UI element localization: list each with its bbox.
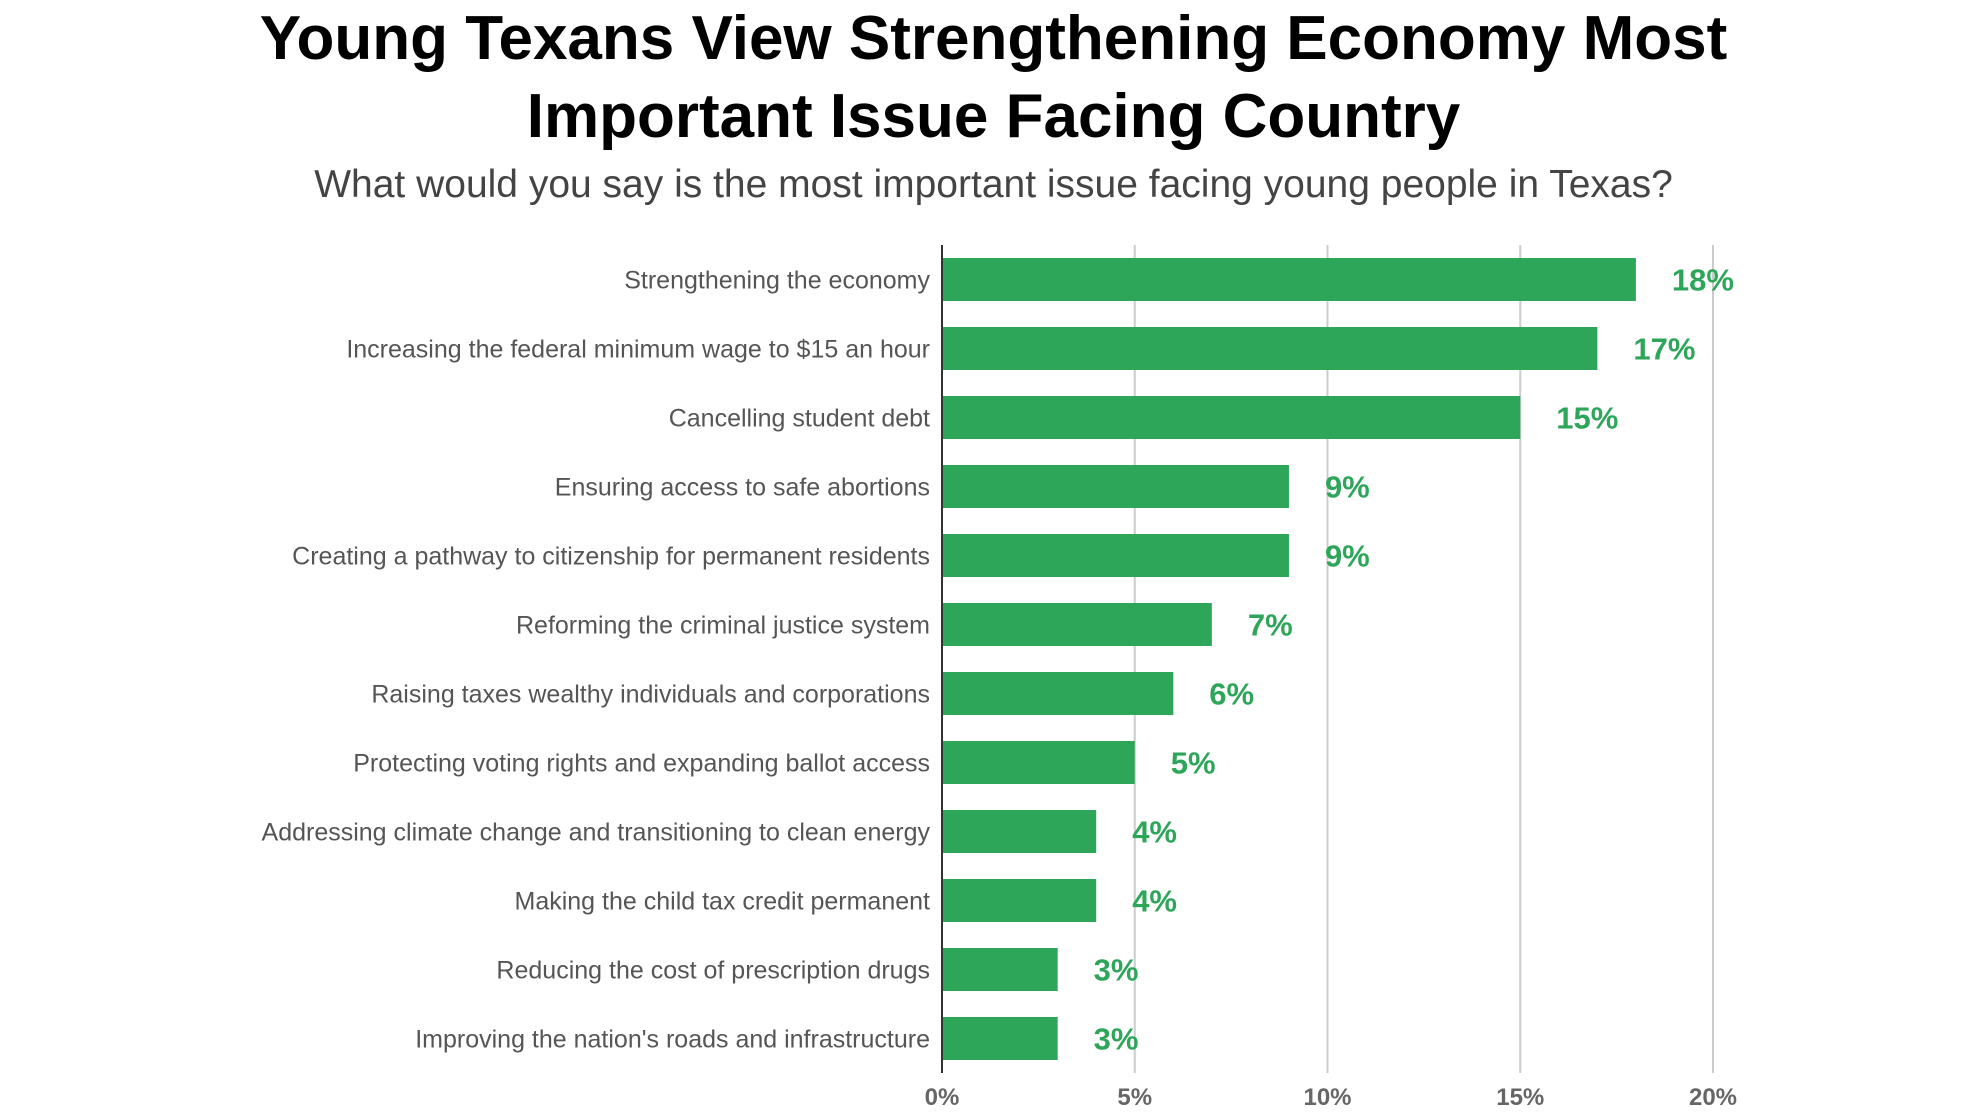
value-label: 3% — [1094, 1022, 1139, 1057]
category-label: Reducing the cost of prescription drugs — [496, 957, 930, 985]
value-label: 15% — [1556, 401, 1618, 436]
value-label: 5% — [1171, 746, 1216, 781]
category-label: Cancelling student debt — [669, 405, 930, 433]
category-label: Ensuring access to safe abortions — [555, 474, 930, 502]
x-tick-label: 20% — [1689, 1084, 1737, 1111]
value-label: 4% — [1132, 815, 1177, 850]
category-label: Reforming the criminal justice system — [516, 612, 930, 640]
labels: 0% 5% 10% 15% 20% Strengthening the economy 18… — [262, 263, 1738, 1112]
category-label: Increasing the federal minimum wage to $… — [346, 336, 930, 364]
value-label: 3% — [1094, 953, 1139, 988]
category-label: Addressing climate change and transition… — [262, 819, 931, 847]
value-label: 18% — [1672, 263, 1734, 298]
x-tick-label: 0% — [925, 1084, 960, 1111]
value-label: 9% — [1325, 539, 1370, 574]
bar — [942, 948, 1058, 991]
bar — [942, 810, 1097, 853]
bar — [942, 465, 1289, 508]
bars — [942, 258, 1636, 1060]
value-label: 9% — [1325, 470, 1370, 505]
bar — [942, 534, 1289, 577]
category-label: Making the child tax credit permanent — [515, 888, 931, 916]
chart-subtitle: What would you say is the most important… — [314, 163, 1673, 206]
chart-title: Young Texans View Strengthening Economy … — [0, 0, 1987, 156]
bar — [942, 1017, 1058, 1060]
bar — [942, 672, 1174, 715]
bar — [942, 258, 1636, 301]
category-label: Strengthening the economy — [624, 267, 930, 295]
category-label: Raising taxes wealthy individuals and co… — [371, 681, 930, 709]
x-tick-label: 10% — [1303, 1084, 1351, 1111]
category-label: Creating a pathway to citizenship for pe… — [292, 543, 930, 571]
bar — [942, 603, 1212, 646]
bar — [942, 396, 1521, 439]
bar — [942, 741, 1135, 784]
category-label: Protecting voting rights and expanding b… — [353, 750, 930, 778]
value-label: 17% — [1633, 332, 1695, 367]
chart-title-line-1: Young Texans View Strengthening Economy … — [259, 4, 1728, 73]
category-label: Improving the nation's roads and infrast… — [415, 1026, 930, 1054]
gridlines — [1133, 245, 1714, 1073]
bar — [942, 327, 1598, 370]
value-label: 4% — [1132, 884, 1177, 919]
x-tick-label: 5% — [1117, 1084, 1152, 1111]
chart-title-line-2: Important Issue Facing Country — [526, 82, 1461, 151]
x-tick-label: 15% — [1496, 1084, 1544, 1111]
value-label: 7% — [1248, 608, 1293, 643]
bar — [942, 879, 1097, 922]
value-label: 6% — [1209, 677, 1254, 712]
